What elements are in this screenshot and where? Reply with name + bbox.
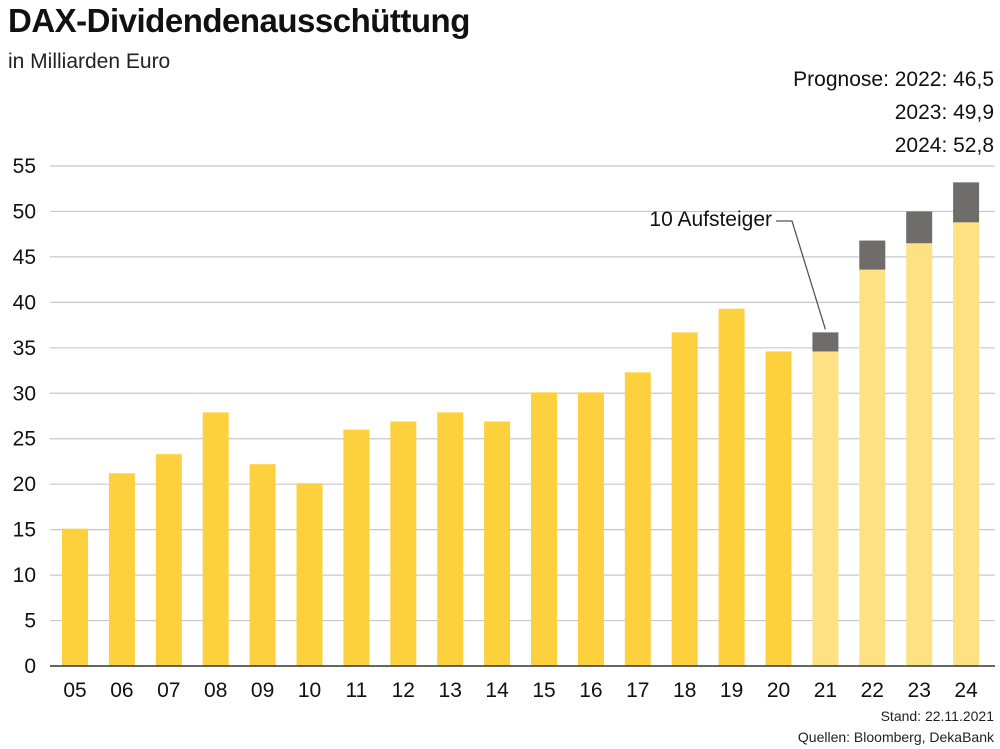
y-tick-label: 15 — [13, 519, 36, 542]
chart-subtitle: in Milliarden Euro — [8, 50, 171, 73]
bar-base — [390, 421, 417, 666]
x-tick-label: 07 — [157, 679, 180, 702]
x-tick-label: 15 — [532, 679, 555, 702]
bar-base — [484, 421, 511, 666]
y-tick-label: 30 — [13, 382, 36, 405]
forecast-line-2023: 2023: 49,9 — [894, 101, 994, 124]
bar-base — [812, 351, 839, 666]
bar-base — [765, 351, 792, 666]
x-tick-label: 16 — [579, 679, 602, 702]
y-tick-label: 55 — [13, 155, 36, 178]
bar-base — [859, 269, 886, 666]
x-tick-label: 05 — [63, 679, 86, 702]
x-tick-label: 20 — [767, 679, 790, 702]
x-tick-label: 21 — [814, 679, 837, 702]
bar-base — [906, 243, 933, 667]
x-tick-label: 19 — [720, 679, 743, 702]
footer-sources: Quellen: Bloomberg, DekaBank — [797, 729, 994, 745]
bar-base — [718, 308, 745, 666]
y-tick-label: 50 — [13, 200, 36, 223]
y-tick-label: 5 — [24, 610, 36, 633]
bar-base — [202, 412, 229, 666]
y-tick-label: 0 — [24, 655, 36, 678]
x-tick-label: 11 — [345, 679, 367, 702]
bar-base — [62, 528, 88, 666]
bar-base — [296, 483, 323, 666]
y-tick-label: 25 — [13, 428, 36, 451]
y-tick-label: 40 — [13, 291, 36, 314]
x-tick-label: 08 — [204, 679, 227, 702]
forecast-line-2024: 2024: 52,8 — [894, 134, 994, 157]
bar-newcomers — [812, 332, 839, 352]
bar-base — [108, 473, 135, 666]
forecast-note: Prognose: 2022: 46,5 2023: 49,9 2024: 52… — [793, 63, 994, 162]
chart-footer: Stand: 22.11.2021 Quellen: Bloomberg, De… — [798, 706, 994, 748]
y-tick-label: 20 — [13, 473, 36, 496]
x-tick-label: 09 — [251, 679, 274, 702]
bar-base — [624, 372, 651, 666]
x-tick-label: 10 — [298, 679, 321, 702]
x-tick-label: 22 — [861, 679, 884, 702]
bar-newcomers — [859, 240, 886, 270]
y-tick-label: 45 — [13, 246, 36, 269]
x-tick-label: 18 — [673, 679, 696, 702]
bar-base — [343, 429, 370, 666]
chart-title: DAX-Dividendenausschüttung — [8, 2, 470, 39]
bar-base — [437, 412, 464, 666]
footer-date: Stand: 22.11.2021 — [880, 708, 994, 724]
x-tick-label: 13 — [439, 679, 462, 702]
bar-newcomers — [953, 182, 980, 223]
bar-base — [155, 454, 182, 666]
y-tick-label: 35 — [13, 337, 36, 360]
y-tick-label: 10 — [13, 564, 36, 587]
x-tick-label: 12 — [392, 679, 415, 702]
x-tick-label: 24 — [954, 679, 978, 702]
x-tick-label: 17 — [626, 679, 649, 702]
x-tick-label: 23 — [908, 679, 931, 702]
bar-newcomers — [906, 211, 933, 244]
bar-base — [953, 222, 980, 666]
bar-base — [249, 464, 276, 666]
x-tick-label: 14 — [485, 679, 509, 702]
bar-base — [671, 332, 698, 666]
forecast-line-2022: Prognose: 2022: 46,5 — [793, 68, 994, 91]
bar-base — [531, 392, 557, 666]
annotation-leader-line — [776, 220, 827, 330]
bar-base — [577, 392, 604, 666]
x-tick-label: 06 — [110, 679, 133, 702]
annotation-label: 10 Aufsteiger — [649, 208, 772, 231]
